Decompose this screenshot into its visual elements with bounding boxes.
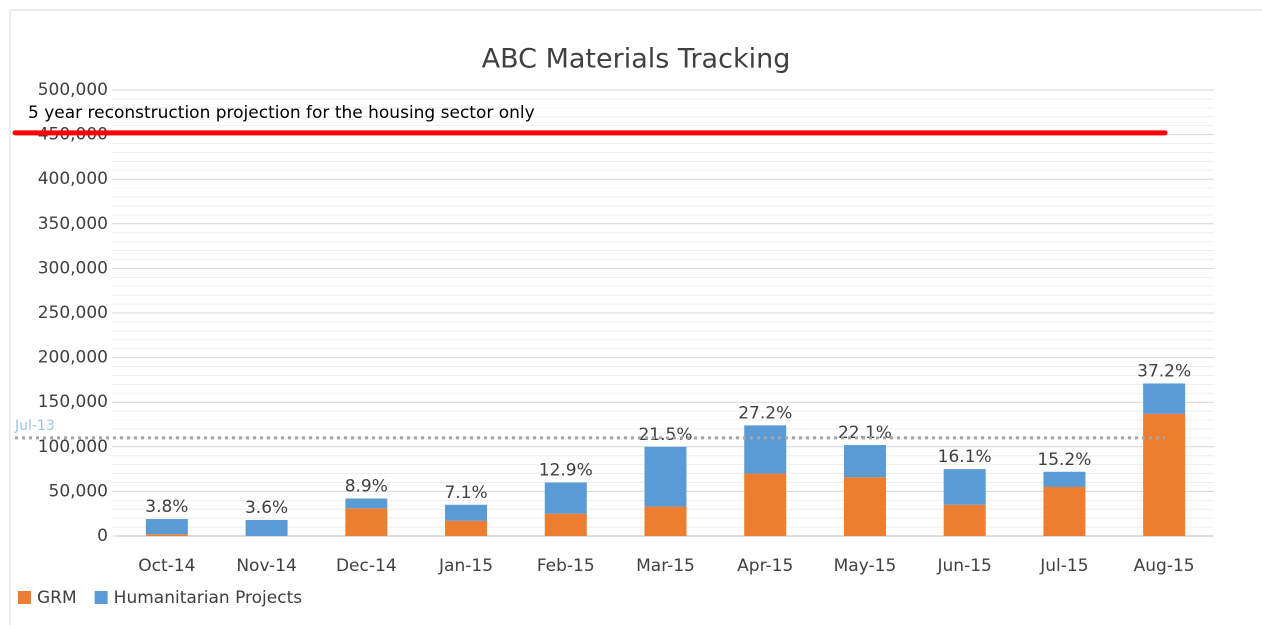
- bar-segment: [644, 506, 687, 536]
- bar-segment: [345, 498, 388, 509]
- bar-segment: [445, 520, 488, 536]
- y-tick-label: 250,000: [38, 303, 108, 323]
- x-tick-label: May-15: [834, 556, 897, 576]
- bar-segment: [145, 519, 188, 535]
- data-label: 8.9%: [345, 477, 388, 497]
- x-tick-label: Jun-15: [937, 556, 992, 576]
- legend-swatch: [94, 591, 108, 604]
- chart-title: ABC Materials Tracking: [482, 44, 791, 75]
- x-tick-label: Apr-15: [737, 556, 793, 576]
- data-label: 12.9%: [539, 460, 593, 480]
- reference-label: Jul-13: [14, 418, 55, 434]
- data-label: 27.2%: [738, 403, 792, 423]
- x-tick-label: Feb-15: [537, 556, 595, 576]
- bar-segment: [1143, 383, 1186, 414]
- data-label: 15.2%: [1037, 450, 1091, 470]
- data-label: 3.8%: [145, 497, 188, 517]
- data-label: 22.1%: [838, 423, 892, 443]
- y-tick-label: 400,000: [38, 169, 108, 189]
- bar-segment: [1143, 413, 1186, 536]
- data-label: 16.1%: [938, 447, 992, 467]
- bar-segment: [744, 425, 787, 474]
- x-tick-label: Jan-15: [438, 556, 493, 576]
- bar-segment: [744, 473, 787, 536]
- data-label: 7.1%: [444, 483, 487, 503]
- x-tick-label: Dec-14: [336, 556, 397, 576]
- bar-segment: [943, 504, 986, 536]
- bar-segment: [445, 504, 488, 521]
- y-tick-label: 50,000: [49, 481, 108, 501]
- x-tick-label: Nov-14: [236, 556, 297, 576]
- y-tick-label: 150,000: [38, 392, 108, 412]
- y-tick-label: 100,000: [38, 437, 108, 457]
- legend-swatch: [18, 591, 31, 604]
- bar-segment: [345, 508, 388, 536]
- bar-segment: [843, 477, 886, 536]
- x-tick-label: Mar-15: [636, 556, 695, 576]
- y-tick-label: 350,000: [38, 214, 108, 234]
- legend-label: GRM: [37, 588, 77, 608]
- data-label: 37.2%: [1137, 361, 1191, 381]
- bar-segment: [245, 519, 288, 536]
- bar-segment: [544, 513, 587, 536]
- bar-segment: [145, 534, 188, 536]
- target-label: 5 year reconstruction projection for the…: [28, 103, 535, 123]
- y-tick-label: 300,000: [38, 258, 108, 278]
- bar-segment: [943, 469, 986, 505]
- bar-segment: [544, 482, 587, 514]
- bar-segment: [644, 446, 687, 507]
- bar-segment: [843, 445, 886, 478]
- data-label: 21.5%: [638, 425, 692, 445]
- bar-segment: [1043, 486, 1086, 536]
- bar-segment: [1043, 471, 1086, 487]
- x-tick-label: Oct-14: [138, 556, 195, 576]
- legend-label: Humanitarian Projects: [114, 588, 303, 608]
- x-tick-label: Aug-15: [1134, 556, 1195, 576]
- data-label: 3.6%: [245, 498, 288, 518]
- y-tick-label: 0: [97, 526, 108, 546]
- y-tick-label: 200,000: [38, 348, 108, 368]
- y-tick-label: 500,000: [38, 80, 108, 100]
- x-tick-label: Jul-15: [1039, 556, 1088, 576]
